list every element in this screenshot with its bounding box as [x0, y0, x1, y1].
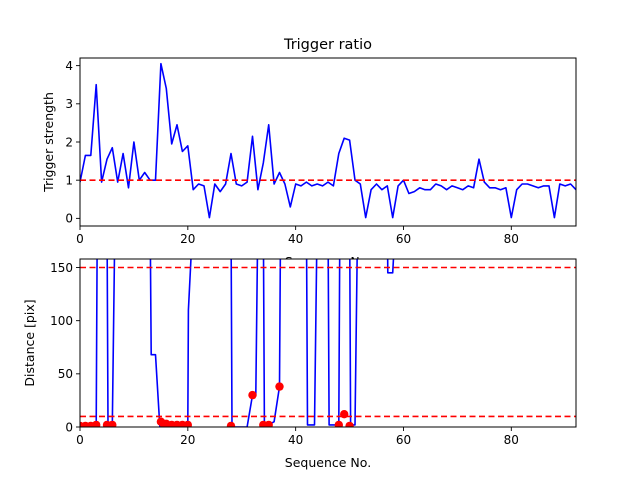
bottom-marker-point [334, 420, 343, 427]
bottom-x-tick-label: 40 [288, 433, 303, 447]
top-chart: Trigger ratio 0 20 40 60 80 0 1 2 3 4 Trigger st… [41, 37, 577, 269]
top-y-tick-label: 3 [65, 97, 73, 111]
top-y-tick-label: 4 [65, 59, 73, 73]
bottom-y-ticks: 0 50 100 150 [50, 261, 80, 434]
bottom-chart: 0 20 40 60 80 0 50 100 150 Distance [pix] Seque… [22, 258, 577, 470]
bottom-y-tick-label: 150 [50, 261, 73, 275]
top-x-tick-label: 0 [76, 232, 84, 246]
bottom-x-tick-label: 20 [180, 433, 195, 447]
top-x-tick-label: 40 [288, 232, 303, 246]
bottom-y-axis-label: Distance [pix] [22, 299, 37, 386]
bottom-marker-point [345, 421, 354, 427]
bottom-marker-point [340, 410, 349, 419]
top-y-tick-label: 2 [65, 135, 73, 149]
bottom-y-tick-label: 50 [58, 367, 73, 381]
bottom-x-axis-label: Sequence No. [285, 455, 371, 470]
bottom-marker-point [92, 420, 101, 427]
top-x-tick-label: 80 [504, 232, 519, 246]
top-series-line [80, 62, 576, 219]
bottom-x-tick-label: 80 [504, 433, 519, 447]
bottom-x-tick-label: 60 [396, 433, 411, 447]
bottom-marker-point [226, 421, 236, 427]
bottom-marker-point [264, 420, 273, 427]
top-x-ticks: 0 20 40 60 80 [76, 226, 519, 246]
bottom-marker-point [108, 420, 117, 427]
top-series-layer [80, 62, 576, 219]
bottom-x-tick-label: 0 [76, 433, 84, 447]
top-y-tick-label: 1 [65, 173, 73, 187]
bottom-x-ticks: 0 20 40 60 80 [76, 427, 519, 447]
top-x-tick-label: 60 [396, 232, 411, 246]
top-y-ticks: 0 1 2 3 4 [65, 59, 80, 226]
top-chart-title: Trigger ratio [283, 37, 372, 53]
bottom-series-line [80, 259, 395, 427]
bottom-marker-point [248, 390, 257, 400]
bottom-marker-point [275, 382, 284, 391]
top-y-tick-label: 0 [65, 212, 73, 226]
top-y-axis-label: Trigger strength [41, 92, 56, 193]
top-x-tick-label: 20 [180, 232, 195, 246]
top-plot-area [80, 58, 576, 226]
bottom-plot-frame [79, 258, 577, 428]
bottom-y-tick-label: 100 [50, 314, 73, 328]
bottom-series-layer [80, 259, 576, 427]
bottom-marker-point [183, 420, 192, 427]
bottom-y-tick-label: 0 [65, 420, 73, 434]
